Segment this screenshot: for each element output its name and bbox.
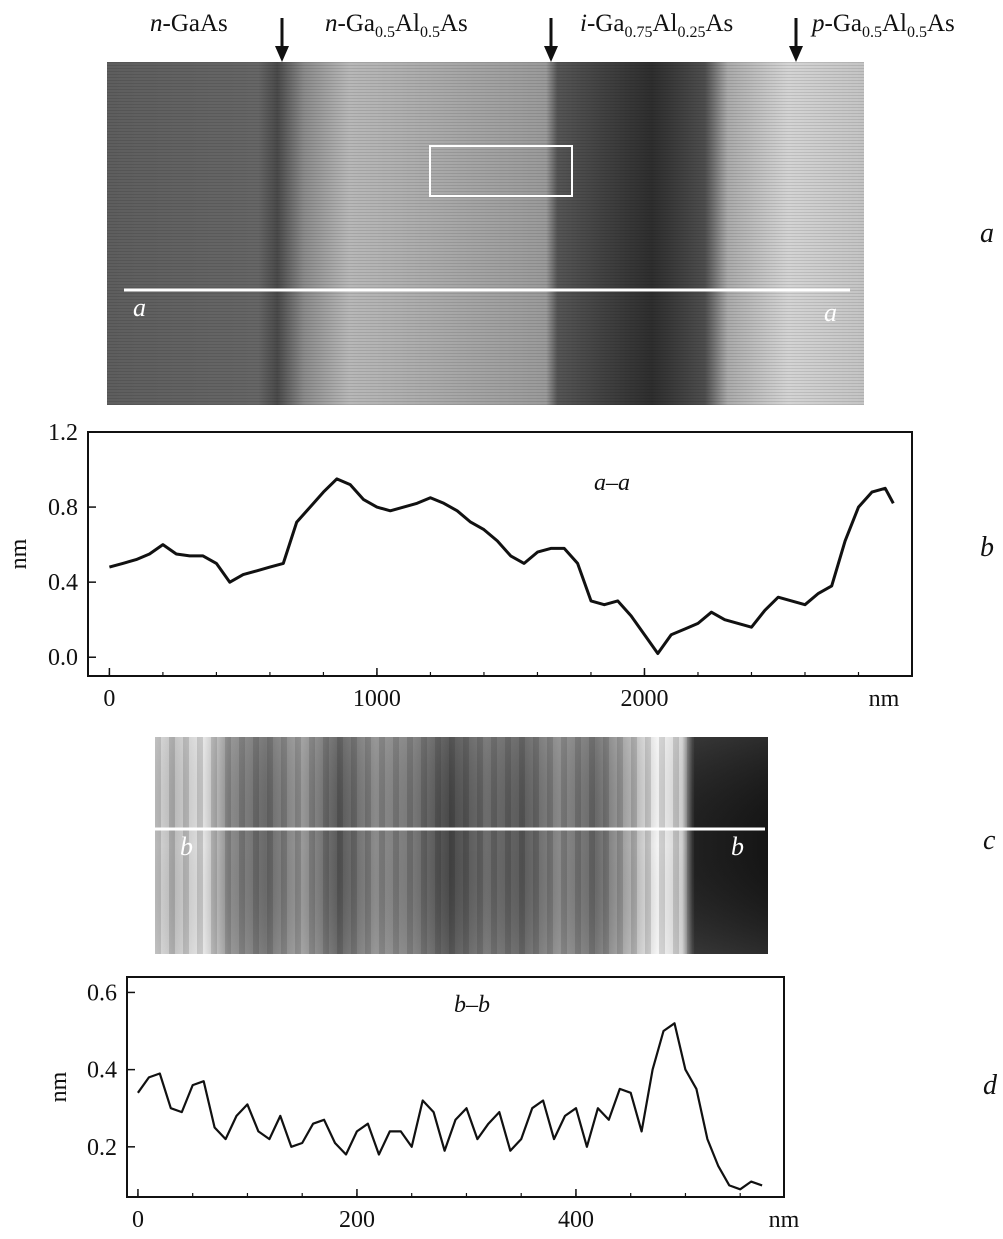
layer-label-n-gaalas: n-Ga0.5Al0.5As: [325, 10, 468, 42]
y-tick-label: 1.2: [48, 420, 78, 446]
scan-marker-right: b: [731, 832, 744, 861]
plot-frame: [126, 976, 785, 1198]
layer-label-n-gaas: n-GaAs: [150, 10, 228, 38]
x-tick-label: 1000: [353, 686, 401, 712]
y-tick-label: 0.4: [48, 570, 78, 596]
layer-label-i-gaalas: i-Ga0.75Al0.25As: [580, 10, 733, 42]
y-axis-label: nm: [46, 1071, 72, 1102]
profile-annotation: a–a: [594, 470, 630, 496]
y-tick-label: 0.6: [87, 980, 117, 1006]
selection-rectangle: [429, 145, 573, 197]
scan-marker-right: a: [824, 298, 837, 327]
profile-annotation: b–b: [454, 992, 490, 1018]
panel-letter-a: a: [980, 218, 994, 249]
x-tick-label: 400: [558, 1207, 594, 1233]
layer-text: -Ga0.75Al0.25As: [586, 10, 734, 41]
afm-image-c: [155, 737, 768, 954]
layer-prefix: n: [150, 10, 163, 37]
y-tick-label: 0.8: [48, 495, 78, 521]
afm-image-a: [107, 62, 864, 405]
x-tick-label: 0: [132, 1207, 144, 1233]
layer-prefix: i: [580, 10, 587, 37]
x-axis-label: nm: [869, 686, 900, 712]
x-tick-label: 200: [339, 1207, 375, 1233]
plot-frame: [87, 431, 913, 677]
profile-line: [137, 1022, 763, 1191]
panel-letter-c: c: [983, 825, 996, 856]
panel-letter-b: b: [980, 532, 994, 563]
interface-arrow-icon: [275, 18, 289, 62]
scan-marker-left: a: [133, 293, 146, 322]
y-axis-label: nm: [6, 538, 32, 569]
layer-label-p-gaalas: p-Ga0.5Al0.5As: [812, 10, 955, 42]
layer-text: -Ga0.5Al0.5As: [824, 10, 955, 41]
y-tick-label: 0.0: [48, 645, 78, 671]
layer-prefix: n: [325, 10, 338, 37]
layer-text: -GaAs: [162, 10, 228, 37]
interface-arrow-icon: [544, 18, 558, 62]
y-tick-label: 0.4: [87, 1058, 117, 1084]
x-axis-label: nm: [769, 1207, 800, 1233]
panel-letter-d: d: [983, 1070, 997, 1101]
profile-line: [109, 477, 895, 655]
x-tick-label: 2000: [620, 686, 668, 712]
afm-image-c-graphic: [155, 737, 768, 954]
afm-image-a-graphic: [107, 62, 864, 405]
layer-prefix: p: [812, 10, 825, 37]
y-tick-label: 0.2: [87, 1135, 117, 1161]
x-tick-label: 0: [103, 686, 115, 712]
scan-marker-left: b: [180, 832, 193, 861]
layer-text: -Ga0.5Al0.5As: [337, 10, 468, 41]
interface-arrow-icon: [789, 18, 803, 62]
